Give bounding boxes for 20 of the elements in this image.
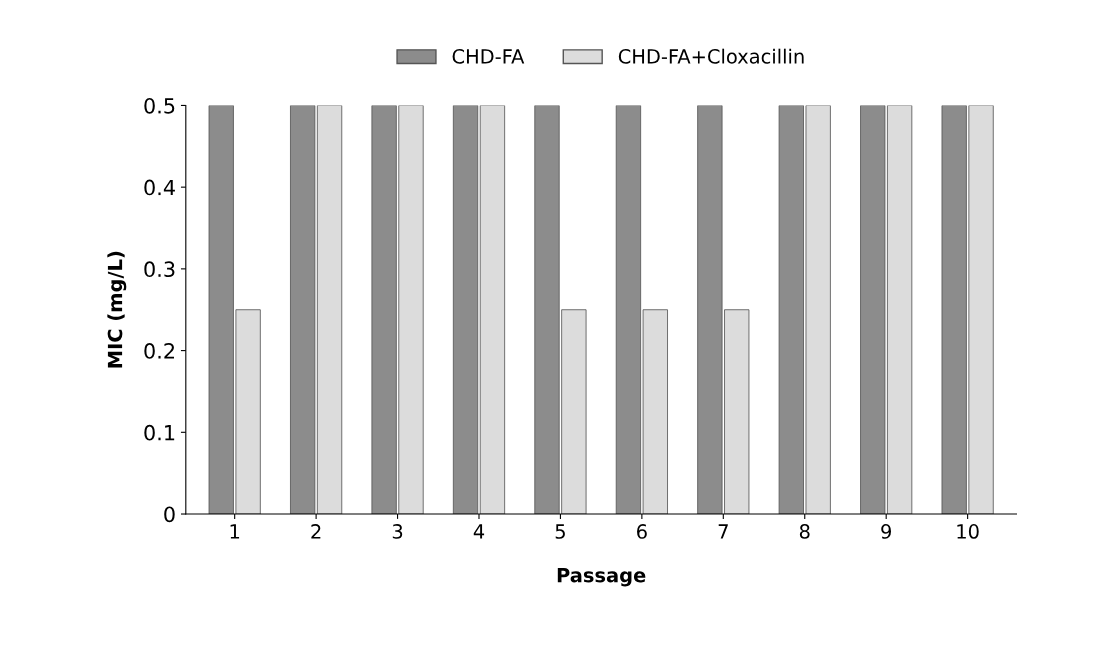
y-tick-label: 0.4 (144, 179, 175, 196)
x-tick-label: 2 (311, 524, 321, 539)
x-tick-label: 9 (881, 524, 892, 539)
x-tick-label: 1 (230, 524, 240, 539)
x-tick-label: 5 (555, 524, 565, 539)
y-tick-label: 0.3 (144, 261, 175, 278)
x-axis-title: Passage (557, 568, 646, 587)
x-tick-label: 3 (392, 524, 403, 539)
y-axis-title: MIC (mg/L) (107, 251, 127, 368)
y-tick-label: 0.2 (144, 343, 174, 359)
x-tick-label: 6 (637, 524, 647, 539)
y-tick-label: 0.1 (144, 424, 175, 441)
x-tick-label: 8 (799, 524, 810, 539)
legend-label: CHD-FA+Cloxacillin (618, 48, 804, 64)
y-tick-label: 0.5 (144, 97, 175, 114)
x-tick-label: 10 (957, 524, 979, 539)
legend-label: CHD-FA (452, 49, 525, 64)
x-tick-label: 7 (718, 524, 728, 539)
y-tick-label: 0 (164, 506, 175, 523)
x-tick-label: 4 (473, 524, 485, 539)
